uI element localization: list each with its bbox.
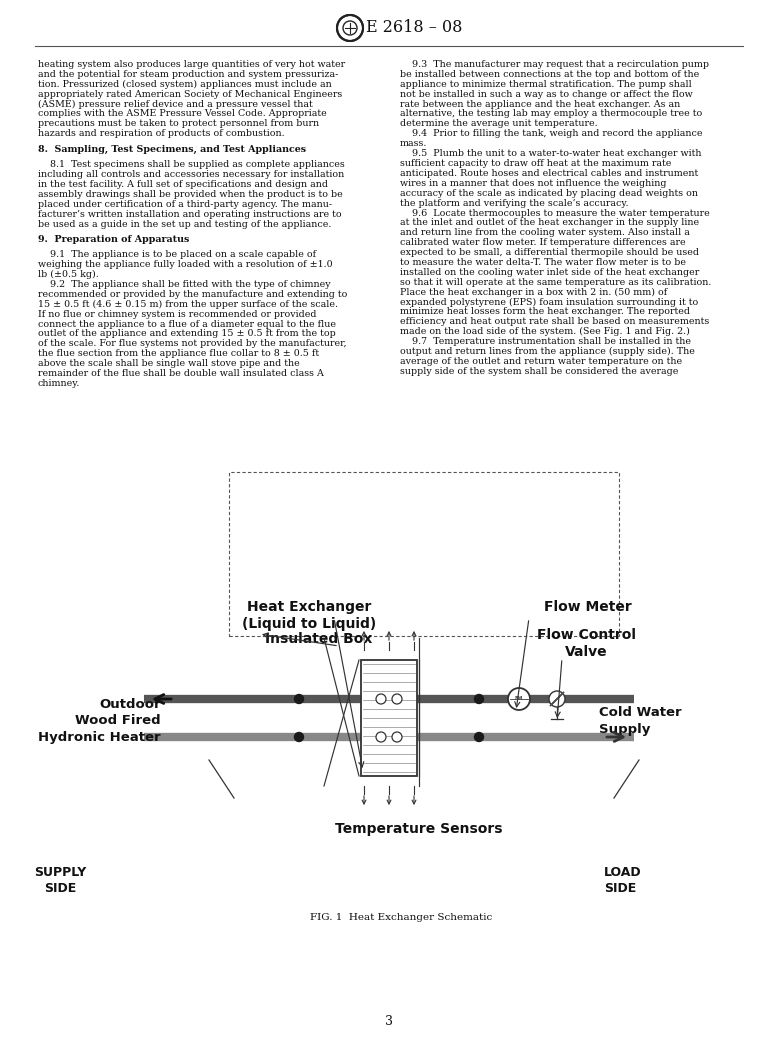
Text: the flue section from the appliance flue collar to 8 ± 0.5 ft: the flue section from the appliance flue… xyxy=(38,350,319,358)
Text: facturer’s written installation and operating instructions are to: facturer’s written installation and oper… xyxy=(38,209,342,219)
Text: lb (±0.5 kg).: lb (±0.5 kg). xyxy=(38,270,99,279)
Text: hazards and respiration of products of combustion.: hazards and respiration of products of c… xyxy=(38,129,285,138)
Circle shape xyxy=(549,691,565,707)
Text: FIG. 1  Heat Exchanger Schematic: FIG. 1 Heat Exchanger Schematic xyxy=(310,913,492,922)
Text: Heat Exchanger
(Liquid to Liquid): Heat Exchanger (Liquid to Liquid) xyxy=(242,600,376,631)
Text: remainder of the flue shall be double wall insulated class A: remainder of the flue shall be double wa… xyxy=(38,370,324,378)
Text: 9.7  Temperature instrumentation shall be installed in the: 9.7 Temperature instrumentation shall be… xyxy=(400,337,691,347)
Circle shape xyxy=(508,688,530,710)
Text: 9.5  Plumb the unit to a water-to-water heat exchanger with: 9.5 Plumb the unit to a water-to-water h… xyxy=(400,149,702,158)
Text: (ASME) pressure relief device and a pressure vessel that: (ASME) pressure relief device and a pres… xyxy=(38,100,313,108)
Text: supply side of the system shall be considered the average: supply side of the system shall be consi… xyxy=(400,366,678,376)
Text: not be installed in such a way as to change or affect the flow: not be installed in such a way as to cha… xyxy=(400,90,692,99)
Text: efficiency and heat output rate shall be based on measurements: efficiency and heat output rate shall be… xyxy=(400,318,710,327)
Text: Flow Control
Valve: Flow Control Valve xyxy=(537,628,636,659)
Text: 9.  Preparation of Apparatus: 9. Preparation of Apparatus xyxy=(38,235,189,244)
Text: determine the average unit temperature.: determine the average unit temperature. xyxy=(400,120,598,128)
Circle shape xyxy=(376,732,386,742)
Text: 9.6  Locate thermocouples to measure the water temperature: 9.6 Locate thermocouples to measure the … xyxy=(400,208,710,218)
Circle shape xyxy=(475,733,483,741)
Circle shape xyxy=(475,694,483,704)
Text: 9.1  The appliance is to be placed on a scale capable of: 9.1 The appliance is to be placed on a s… xyxy=(38,250,316,259)
Text: Flow Meter: Flow Meter xyxy=(544,600,632,614)
Text: complies with the ASME Pressure Vessel Code. Appropriate: complies with the ASME Pressure Vessel C… xyxy=(38,109,327,119)
Text: average of the outlet and return water temperature on the: average of the outlet and return water t… xyxy=(400,357,682,366)
Text: LOAD
SIDE: LOAD SIDE xyxy=(604,866,642,895)
Text: alternative, the testing lab may employ a thermocouple tree to: alternative, the testing lab may employ … xyxy=(400,109,703,119)
Text: E 2618 – 08: E 2618 – 08 xyxy=(366,20,462,36)
Text: Outdoor
Wood Fired
Hydronic Heater: Outdoor Wood Fired Hydronic Heater xyxy=(38,699,160,743)
Text: and return line from the cooling water system. Also install a: and return line from the cooling water s… xyxy=(400,228,690,237)
Polygon shape xyxy=(550,692,564,706)
Text: rate between the appliance and the heat exchanger. As an: rate between the appliance and the heat … xyxy=(400,100,680,108)
Bar xyxy=(361,660,417,776)
Text: SUPPLY
SIDE: SUPPLY SIDE xyxy=(34,866,86,895)
Text: calibrated water flow meter. If temperature differences are: calibrated water flow meter. If temperat… xyxy=(400,238,685,247)
Text: at the inlet and outlet of the heat exchanger in the supply line: at the inlet and outlet of the heat exch… xyxy=(400,219,699,227)
Text: precautions must be taken to protect personnel from burn: precautions must be taken to protect per… xyxy=(38,120,319,128)
Text: Temperature Sensors: Temperature Sensors xyxy=(335,822,503,836)
Text: 8.  Sampling, Test Specimens, and Test Appliances: 8. Sampling, Test Specimens, and Test Ap… xyxy=(38,145,306,154)
Text: 9.2  The appliance shall be fitted with the type of chimney: 9.2 The appliance shall be fitted with t… xyxy=(38,280,331,289)
Text: be installed between connections at the top and bottom of the: be installed between connections at the … xyxy=(400,70,699,79)
Text: If no flue or chimney system is recommended or provided: If no flue or chimney system is recommen… xyxy=(38,310,317,319)
Text: recommended or provided by the manufacture and extending to: recommended or provided by the manufactu… xyxy=(38,289,347,299)
Text: tion. Pressurized (closed system) appliances must include an: tion. Pressurized (closed system) applia… xyxy=(38,80,331,88)
Text: 9.4  Prior to filling the tank, weigh and record the appliance: 9.4 Prior to filling the tank, weigh and… xyxy=(400,129,703,138)
Text: wires in a manner that does not influence the weighing: wires in a manner that does not influenc… xyxy=(400,179,667,187)
Text: appropriately rated American Society of Mechanical Engineers: appropriately rated American Society of … xyxy=(38,90,342,99)
Text: 3: 3 xyxy=(385,1015,393,1029)
Text: anticipated. Route hoses and electrical cables and instrument: anticipated. Route hoses and electrical … xyxy=(400,169,698,178)
Text: appliance to minimize thermal stratification. The pump shall: appliance to minimize thermal stratifica… xyxy=(400,80,692,88)
Circle shape xyxy=(392,694,402,704)
Text: be used as a guide in the set up and testing of the appliance.: be used as a guide in the set up and tes… xyxy=(38,220,331,229)
Circle shape xyxy=(337,15,363,41)
Text: including all controls and accessories necessary for installation: including all controls and accessories n… xyxy=(38,170,344,179)
Text: 15 ± 0.5 ft (4.6 ± 0.15 m) from the upper surface of the scale.: 15 ± 0.5 ft (4.6 ± 0.15 m) from the uppe… xyxy=(38,300,338,309)
Circle shape xyxy=(295,733,303,741)
Text: chimney.: chimney. xyxy=(38,379,80,388)
Text: the platform and verifying the scale’s accuracy.: the platform and verifying the scale’s a… xyxy=(400,199,629,207)
Text: and the potential for steam production and system pressuriza-: and the potential for steam production a… xyxy=(38,70,338,79)
Bar xyxy=(229,472,619,636)
Text: FM: FM xyxy=(515,696,523,702)
Text: sufficient capacity to draw off heat at the maximum rate: sufficient capacity to draw off heat at … xyxy=(400,159,671,168)
Text: of the scale. For flue systems not provided by the manufacturer,: of the scale. For flue systems not provi… xyxy=(38,339,347,349)
Circle shape xyxy=(376,694,386,704)
Text: 8.1  Test specimens shall be supplied as complete appliances: 8.1 Test specimens shall be supplied as … xyxy=(38,160,345,169)
Text: outlet of the appliance and extending 15 ± 0.5 ft from the top: outlet of the appliance and extending 15… xyxy=(38,330,336,338)
Text: accuracy of the scale as indicated by placing dead weights on: accuracy of the scale as indicated by pl… xyxy=(400,188,698,198)
Text: expanded polystyrene (EPS) foam insulation surrounding it to: expanded polystyrene (EPS) foam insulati… xyxy=(400,298,698,307)
Text: installed on the cooling water inlet side of the heat exchanger: installed on the cooling water inlet sid… xyxy=(400,268,699,277)
Text: placed under certification of a third-party agency. The manu-: placed under certification of a third-pa… xyxy=(38,200,332,208)
Text: connect the appliance to a flue of a diameter equal to the flue: connect the appliance to a flue of a dia… xyxy=(38,320,336,329)
Text: mass.: mass. xyxy=(400,139,427,148)
Text: minimize heat losses form the heat exchanger. The reported: minimize heat losses form the heat excha… xyxy=(400,307,690,316)
Text: output and return lines from the appliance (supply side). The: output and return lines from the applian… xyxy=(400,347,695,356)
Text: to measure the water delta-T. The water flow meter is to be: to measure the water delta-T. The water … xyxy=(400,258,686,266)
Text: above the scale shall be single wall stove pipe and the: above the scale shall be single wall sto… xyxy=(38,359,300,369)
Text: so that it will operate at the same temperature as its calibration.: so that it will operate at the same temp… xyxy=(400,278,711,287)
Text: Place the heat exchanger in a box with 2 in. (50 mm) of: Place the heat exchanger in a box with 2… xyxy=(400,287,668,297)
Circle shape xyxy=(392,732,402,742)
Circle shape xyxy=(295,694,303,704)
Text: heating system also produces large quantities of very hot water: heating system also produces large quant… xyxy=(38,60,345,69)
Text: Cold Water
Supply: Cold Water Supply xyxy=(599,707,682,736)
Text: in the test facility. A full set of specifications and design and: in the test facility. A full set of spec… xyxy=(38,180,328,188)
Text: assembly drawings shall be provided when the product is to be: assembly drawings shall be provided when… xyxy=(38,189,343,199)
Text: 9.3  The manufacturer may request that a recirculation pump: 9.3 The manufacturer may request that a … xyxy=(400,60,709,69)
Text: made on the load side of the system. (See Fig. 1 and Fig. 2.): made on the load side of the system. (Se… xyxy=(400,327,690,336)
Text: weighing the appliance fully loaded with a resolution of ±1.0: weighing the appliance fully loaded with… xyxy=(38,260,333,270)
Text: expected to be small, a differential thermopile should be used: expected to be small, a differential the… xyxy=(400,248,699,257)
Text: Insulated Box: Insulated Box xyxy=(265,632,373,646)
